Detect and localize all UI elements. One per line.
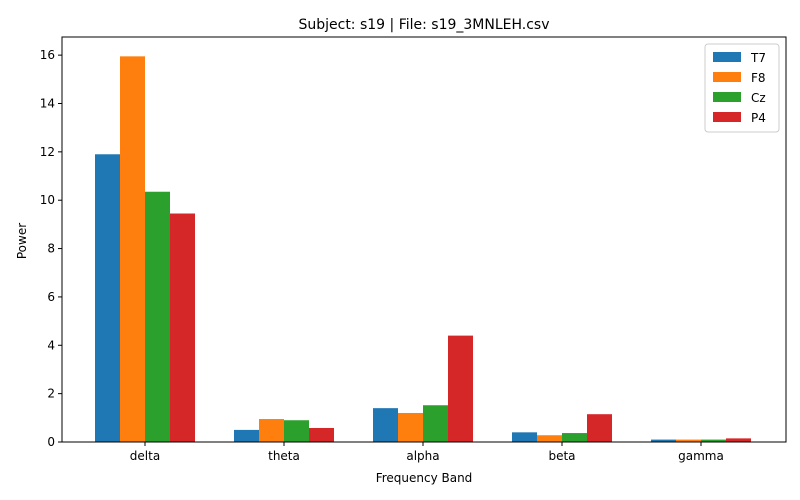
y-tick-label: 0: [47, 435, 55, 449]
bar-cz-theta: [284, 420, 309, 442]
bar-p4-alpha: [448, 335, 473, 442]
x-tick-label-delta: delta: [130, 449, 160, 463]
y-tick-label: 6: [47, 290, 55, 304]
x-tick-label-alpha: alpha: [406, 449, 439, 463]
plot-area: 0 2 4 6 8 10 12 14 16 delta theta alpha beta gamma: [40, 36, 787, 463]
bar-p4-theta: [309, 427, 334, 442]
y-tick-label: 2: [47, 387, 55, 401]
bar-p4-gamma: [726, 438, 751, 442]
legend: T7 F8 Cz P4: [704, 43, 780, 133]
bar-t7-theta: [234, 429, 259, 442]
bar-f8-alpha: [398, 412, 423, 442]
bar-f8-beta: [537, 435, 562, 442]
bar-p4-beta: [587, 414, 612, 442]
bar-f8-delta: [120, 56, 145, 442]
legend-label-t7: T7: [750, 51, 766, 65]
bar-t7-gamma: [651, 439, 676, 442]
y-tick-label: 8: [47, 242, 55, 256]
bar-t7-delta: [95, 154, 120, 442]
legend-label-f8: F8: [751, 71, 766, 85]
y-tick-label: 16: [40, 48, 55, 62]
legend-label-p4: P4: [751, 111, 766, 125]
legend-swatch-f8: [713, 72, 741, 82]
legend-box: [704, 43, 780, 133]
plot-frame: [61, 36, 787, 443]
bar-p4-delta: [170, 213, 195, 442]
y-tick-label: 10: [40, 193, 55, 207]
bar-cz-beta: [562, 433, 587, 442]
legend-swatch-cz: [713, 92, 741, 102]
bar-f8-gamma: [676, 439, 701, 442]
y-axis-label: Power: [15, 223, 29, 259]
bar-cz-delta: [145, 191, 170, 442]
legend-swatch-p4: [713, 112, 741, 122]
bar-cz-alpha: [423, 405, 448, 442]
y-tick-label: 14: [40, 96, 55, 110]
x-tick-label-theta: theta: [268, 449, 300, 463]
bar-cz-gamma: [701, 439, 726, 442]
y-tick-label: 4: [47, 338, 55, 352]
x-tick-label-gamma: gamma: [678, 449, 724, 463]
bar-t7-beta: [512, 432, 537, 442]
legend-swatch-t7: [713, 52, 741, 62]
bar-f8-theta: [259, 419, 284, 442]
bar-t7-alpha: [373, 408, 398, 442]
legend-label-cz: Cz: [751, 91, 766, 105]
chart-title: Subject: s19 | File: s19_3MNLEH.csv: [298, 17, 549, 33]
y-tick-label: 12: [40, 145, 55, 159]
x-tick-label-beta: beta: [548, 449, 575, 463]
x-axis-label: Frequency Band: [376, 471, 473, 485]
